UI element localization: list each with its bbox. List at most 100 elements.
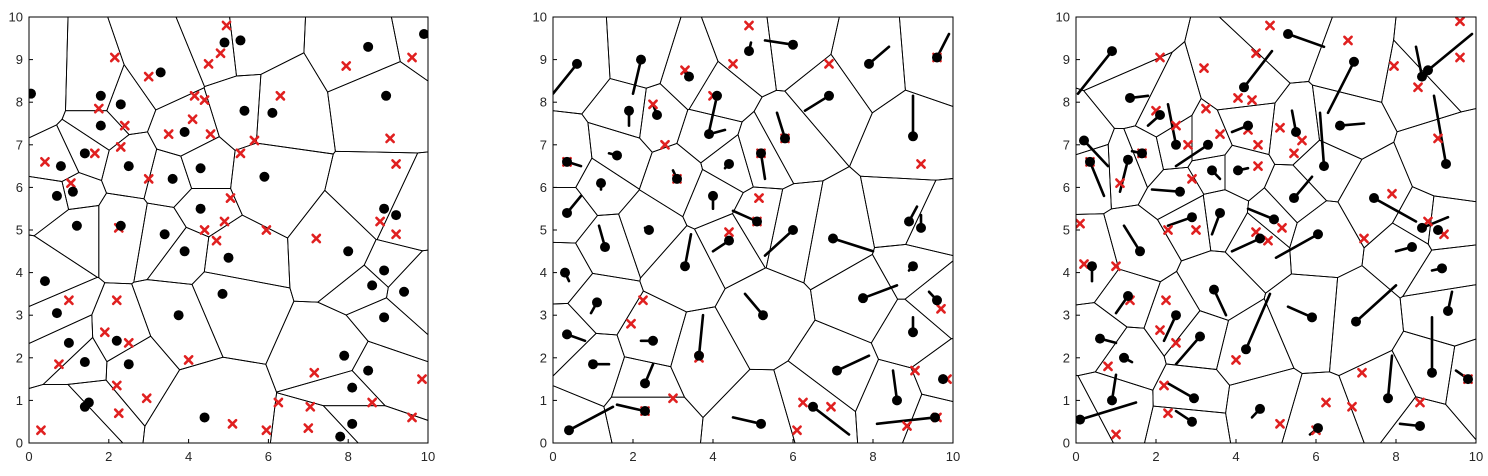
- agent-marker: [123, 359, 134, 370]
- agent-marker: [600, 242, 610, 253]
- agent-marker: [932, 295, 942, 306]
- agent-marker: [111, 335, 122, 346]
- agent-marker: [39, 276, 50, 287]
- voronoi-cell: [265, 300, 369, 393]
- trajectory: [697, 313, 705, 358]
- y-tick-label: 6: [16, 180, 23, 195]
- trajectory: [1174, 335, 1202, 366]
- trajectory: [875, 416, 937, 426]
- agent-marker: [938, 374, 948, 385]
- target-marker: [305, 401, 316, 412]
- trajectories: [553, 32, 951, 436]
- y-tick-label: 3: [540, 308, 547, 323]
- target-marker: [1191, 225, 1201, 235]
- x-tick-label: 0: [549, 449, 556, 464]
- agent-marker: [564, 425, 574, 436]
- target-marker: [1275, 122, 1285, 133]
- agent-marker: [592, 297, 602, 308]
- target-marker: [113, 408, 124, 419]
- y-tick-label: 9: [1063, 52, 1070, 67]
- agent-marker: [71, 220, 82, 231]
- voronoi-cell: [1187, 154, 1226, 195]
- target-marker: [64, 295, 74, 306]
- agent-marker: [916, 222, 926, 233]
- agent-marker: [1335, 120, 1345, 131]
- voronoi-cell: [855, 358, 923, 443]
- target-marker: [744, 20, 754, 31]
- target-marker: [1233, 93, 1243, 103]
- agent-marker: [624, 105, 634, 116]
- voronoi-cell: [1393, 108, 1476, 203]
- y-tick-labels: 0 1 2 3 4 5 6 7 8 9 10: [9, 10, 33, 451]
- agent-marker: [379, 203, 390, 214]
- agent-marker: [1417, 71, 1427, 82]
- agent-marker: [1239, 82, 1249, 93]
- x-tick-label: 2: [629, 449, 636, 464]
- agent-marker: [419, 29, 428, 40]
- panel-initial: 0 2 4 6 8 10 0 1 2 3 4 5 6 7 8 9 10: [9, 10, 436, 465]
- voronoi-cell: [147, 87, 220, 157]
- target-marker: [1253, 161, 1263, 171]
- agent-marker: [399, 286, 410, 297]
- voronoi-cell: [898, 17, 953, 107]
- x-tick-label: 2: [105, 449, 112, 464]
- agent-marker: [347, 382, 358, 393]
- agent-marker: [1417, 222, 1427, 233]
- target-marker: [1159, 380, 1169, 391]
- trajectory: [1166, 103, 1178, 147]
- voronoi-cell: [553, 110, 593, 188]
- target-marker: [1155, 52, 1165, 63]
- agent-marker: [588, 359, 598, 370]
- target-marker: [1171, 120, 1181, 131]
- agent-marker: [95, 90, 106, 101]
- x-tick-label: 4: [1232, 449, 1239, 464]
- x-tick-labels: 0 2 4 6 8 10: [1072, 439, 1483, 464]
- panel-final: 0 2 4 6 8 10 0 1 2 3 4 5 6 7 8 9 10: [1056, 10, 1484, 465]
- agent-marker: [379, 312, 390, 323]
- target-marker: [1103, 361, 1113, 372]
- agent-marker: [1187, 212, 1197, 223]
- voronoi-cell: [324, 150, 419, 241]
- trajectory: [553, 62, 579, 95]
- target-marker: [261, 425, 272, 436]
- target-marker: [1076, 218, 1085, 229]
- target-marker: [668, 393, 678, 404]
- trajectory: [683, 233, 693, 268]
- target-marker: [375, 216, 386, 227]
- target-marker: [109, 52, 120, 63]
- target-marker: [1455, 17, 1465, 27]
- voronoi-cell: [191, 271, 295, 365]
- voronoi-cell: [1076, 374, 1114, 443]
- agent-marker: [560, 267, 570, 278]
- agent-marker: [712, 90, 722, 101]
- agent-marker: [1155, 109, 1165, 120]
- target-marker: [1275, 418, 1285, 429]
- voronoi-cell: [766, 17, 840, 92]
- trajectory: [707, 94, 719, 134]
- agent-marker: [1171, 139, 1181, 150]
- y-tick-label: 7: [1063, 137, 1070, 152]
- plot-area: [29, 17, 428, 443]
- agent-marker: [684, 71, 694, 82]
- trajectory: [1118, 158, 1130, 193]
- agent-marker: [267, 107, 278, 118]
- voronoi-cell: [66, 379, 146, 443]
- target-marker: [1389, 61, 1399, 71]
- agent-marker: [832, 365, 842, 376]
- voronoi-cell: [553, 385, 613, 443]
- y-tick-label: 0: [1063, 436, 1070, 451]
- agent-marker: [1123, 154, 1133, 165]
- y-tick-label: 3: [16, 308, 23, 323]
- target-marker: [119, 120, 130, 131]
- agent-marker: [1437, 263, 1447, 274]
- agent-marker: [1241, 344, 1251, 355]
- agent-marker: [195, 163, 206, 174]
- agent-marker: [1289, 193, 1299, 204]
- voronoi-cell: [581, 77, 647, 139]
- target-marker: [1161, 295, 1171, 306]
- y-tick-label: 1: [1063, 393, 1070, 408]
- y-tick-labels: 0 1 2 3 4 5 6 7 8 9 10: [1056, 10, 1080, 451]
- agent-marker: [1079, 135, 1089, 146]
- trajectory: [1432, 94, 1448, 166]
- voronoi-cell: [1134, 40, 1202, 138]
